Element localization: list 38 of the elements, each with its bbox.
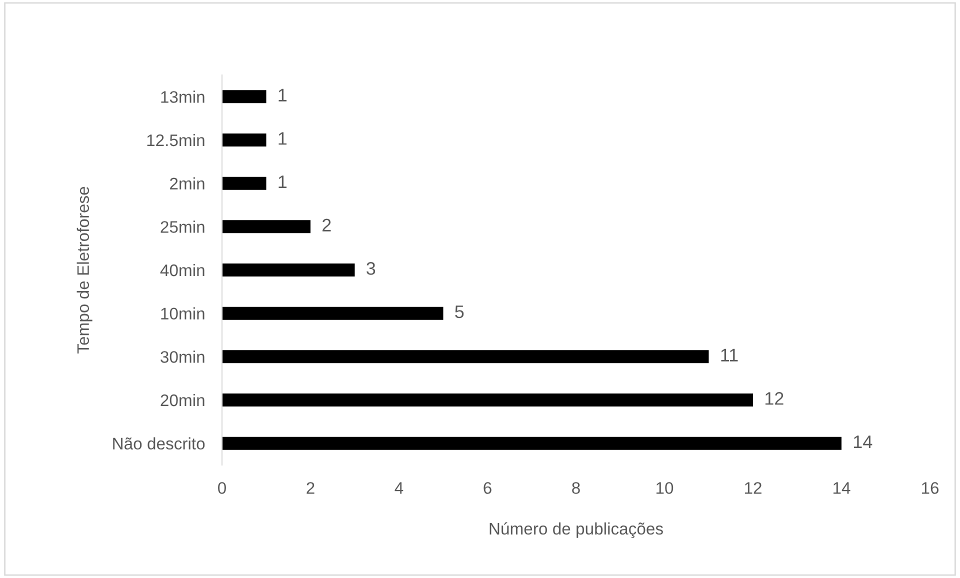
x-tick-label: 2 — [306, 482, 314, 494]
x-tick-label: 4 — [394, 482, 404, 494]
x-tick-label: 14 — [834, 482, 850, 494]
y-tick-label: 2min — [170, 177, 204, 190]
y-tick-label: 10min — [161, 307, 204, 320]
x-axis-title: Número de publicações — [490, 522, 663, 538]
data-label: 14 — [854, 436, 872, 448]
data-label: 3 — [366, 262, 376, 275]
x-tick-label: 6 — [484, 482, 492, 494]
y-tick-label: 13min — [161, 90, 204, 103]
y-tick-label: 12.5min — [147, 134, 204, 146]
x-tick-label: 8 — [572, 482, 580, 494]
x-tick-label: 16 — [922, 482, 939, 494]
bar — [222, 350, 709, 364]
bar — [222, 436, 842, 450]
y-tick-label: 25min — [160, 220, 204, 233]
y-tick-label: 20min — [160, 394, 204, 406]
data-label: 1 — [278, 132, 287, 145]
x-tick-label: 10 — [656, 482, 674, 494]
y-tick-label: 30min — [160, 350, 204, 363]
bar — [222, 134, 266, 146]
bar — [222, 306, 444, 320]
y-tick-label: Não descrito — [113, 437, 205, 450]
data-label: 12 — [765, 392, 784, 405]
y-axis-title: Tempo de Eletroforese — [76, 186, 92, 354]
bar — [222, 176, 266, 190]
x-tick-label: 0 — [218, 482, 226, 494]
bar — [222, 394, 753, 406]
bar — [222, 264, 355, 276]
y-tick-label: 40min — [160, 264, 204, 276]
data-label: 11 — [721, 348, 738, 362]
bar — [222, 90, 266, 104]
bar — [222, 220, 310, 234]
x-tick-label: 12 — [745, 482, 762, 494]
data-label: 5 — [455, 306, 464, 318]
data-label: 1 — [278, 176, 287, 188]
data-label: 1 — [278, 88, 287, 102]
data-label: 2 — [322, 218, 331, 232]
